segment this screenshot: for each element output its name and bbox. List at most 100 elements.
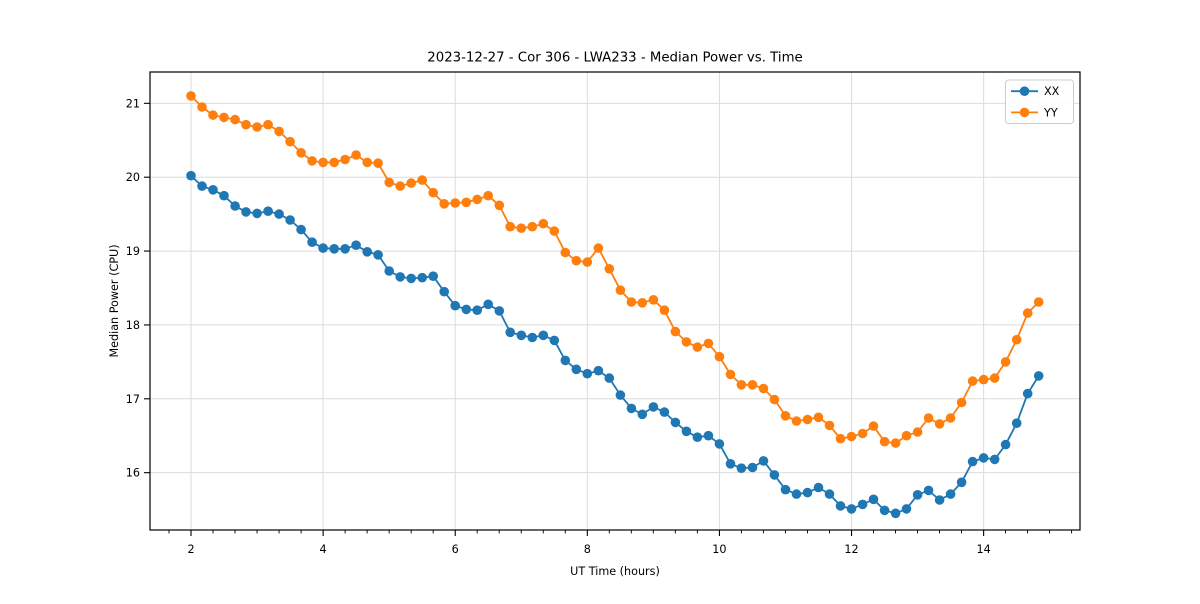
series-YY-marker [681,337,692,347]
series-XX-marker [538,330,549,341]
series-YY [186,91,1044,448]
series-XX-marker [846,504,857,514]
y-tick-label: 17 [126,393,140,406]
series-XX-marker [835,501,846,511]
x-tick-label: 10 [712,543,726,556]
series-YY-marker [296,148,306,158]
x-tick-label: 6 [452,543,459,556]
series-YY-marker [670,326,681,337]
series-YY-marker [450,198,461,208]
series-XX-marker [252,208,262,219]
series-YY-marker [978,374,989,385]
y-tick-label: 19 [126,245,140,258]
series-YY-marker [494,200,505,211]
series-YY-marker [593,243,604,253]
x-tick-label: 14 [977,543,991,556]
series-XX-marker [615,390,626,400]
series-XX-marker [791,489,802,499]
series-XX-marker [945,489,956,499]
series-XX-marker [769,470,780,480]
axis-ticks: 2 4 6 8 10 12 14 16 17 18 19 20 21 [126,97,1073,556]
series-XX-marker [582,368,593,379]
series-XX-marker [978,453,989,463]
series-XX-marker [824,489,835,499]
series-XX-marker [461,304,472,315]
series-XX-marker [637,409,648,420]
series-YY-marker [263,119,273,130]
series-YY-marker [406,178,417,188]
series-YY-marker [769,394,780,405]
x-tick-label: 8 [584,543,591,556]
series-XX-marker [714,439,725,449]
series-XX-marker [747,462,758,473]
y-tick-label: 16 [126,467,140,480]
series-YY-marker [890,438,901,448]
series-YY-marker [538,218,549,229]
legend-label-YY: YY [1043,106,1058,119]
series-XX-marker [263,206,273,216]
y-tick-label: 21 [126,97,140,110]
series-XX-marker [285,215,295,225]
legend-entry-XX: XX [1011,85,1060,98]
series-YY-marker [813,412,824,423]
plot-frame [149,71,1081,531]
series-XX-marker [428,271,439,282]
series-XX-marker [329,244,340,254]
series-XX-marker [1033,371,1044,381]
series-YY-marker [395,181,406,191]
series-YY-marker [615,285,626,296]
series-YY-marker [758,383,769,394]
series-XX-marker [626,403,637,414]
series-YY-marker [505,221,515,232]
series-XX-marker [923,485,934,496]
series-XX-marker [450,300,461,311]
series-YY-marker [428,187,439,198]
series-XX-marker [505,327,515,338]
series-YY-marker [417,175,428,185]
series-XX-marker [593,365,604,376]
series-XX-marker [648,402,659,412]
series-XX-marker [967,456,978,467]
legend-label-XX: XX [1044,85,1060,98]
series-XX-marker [483,299,494,310]
series-XX-marker [417,272,428,283]
series-XX-marker [373,250,383,260]
series-XX-marker [230,201,240,211]
y-tick-label: 18 [126,319,140,332]
x-tick-label: 2 [187,543,194,556]
series-XX-marker [395,272,406,282]
series-YY-marker [956,397,967,408]
series-XX-marker [208,185,218,195]
series-YY-marker [1033,297,1044,307]
series-YY-marker [1022,308,1033,318]
series-YY-marker [846,431,857,442]
series-YY-marker [252,122,262,132]
series-YY-marker [208,110,218,120]
series-YY-marker [527,221,538,232]
series-XX-marker [571,364,582,375]
series-YY-marker [824,420,835,431]
series-YY-marker [230,114,240,125]
series-YY-marker [516,223,527,233]
series-YY-marker [329,157,340,168]
series-XX-marker [934,495,945,505]
series-YY-marker [945,413,956,423]
series-XX-marker [659,407,670,417]
series-XX-marker [692,432,703,443]
series-YY-marker [747,380,758,390]
series-XX-marker [241,207,251,217]
series-YY-marker [736,380,747,390]
x-tick-label: 12 [844,543,858,556]
series-YY-marker [703,338,714,349]
series-YY-marker [560,247,571,258]
series-YY-marker [923,413,934,423]
series-YY-marker [967,376,978,386]
series-XX-marker [681,426,692,437]
series-XX-marker [857,499,868,510]
series-XX-marker [912,490,923,500]
series-XX-marker [307,237,317,247]
chart-title: 2023-12-27 - Cor 306 - LWA233 - Median P… [427,51,802,66]
series-XX-marker [274,209,284,219]
series-YY-marker [725,369,736,380]
